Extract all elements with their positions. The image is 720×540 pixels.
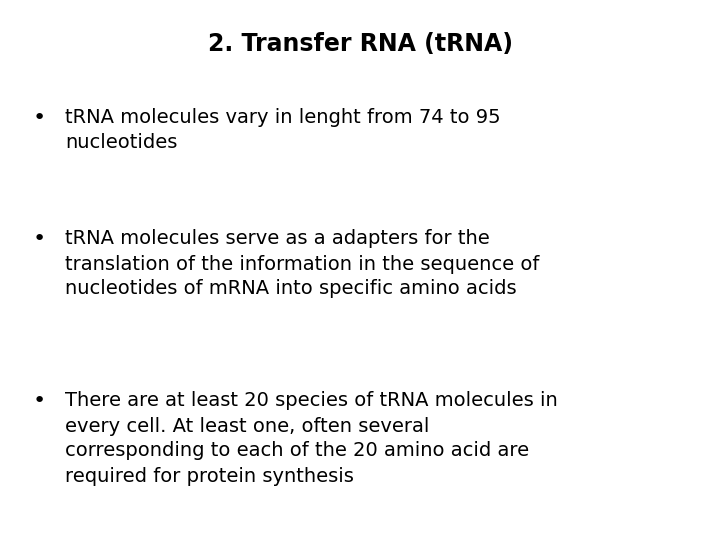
Text: There are at least 20 species of tRNA molecules in
every cell. At least one, oft: There are at least 20 species of tRNA mo…: [65, 392, 557, 485]
Text: •: •: [32, 230, 45, 249]
Text: •: •: [32, 392, 45, 411]
Text: tRNA molecules vary in lenght from 74 to 95
nucleotides: tRNA molecules vary in lenght from 74 to…: [65, 108, 500, 152]
Text: tRNA molecules serve as a adapters for the
translation of the information in the: tRNA molecules serve as a adapters for t…: [65, 230, 539, 299]
Text: •: •: [32, 108, 45, 128]
Text: 2. Transfer RNA (tRNA): 2. Transfer RNA (tRNA): [207, 32, 513, 56]
